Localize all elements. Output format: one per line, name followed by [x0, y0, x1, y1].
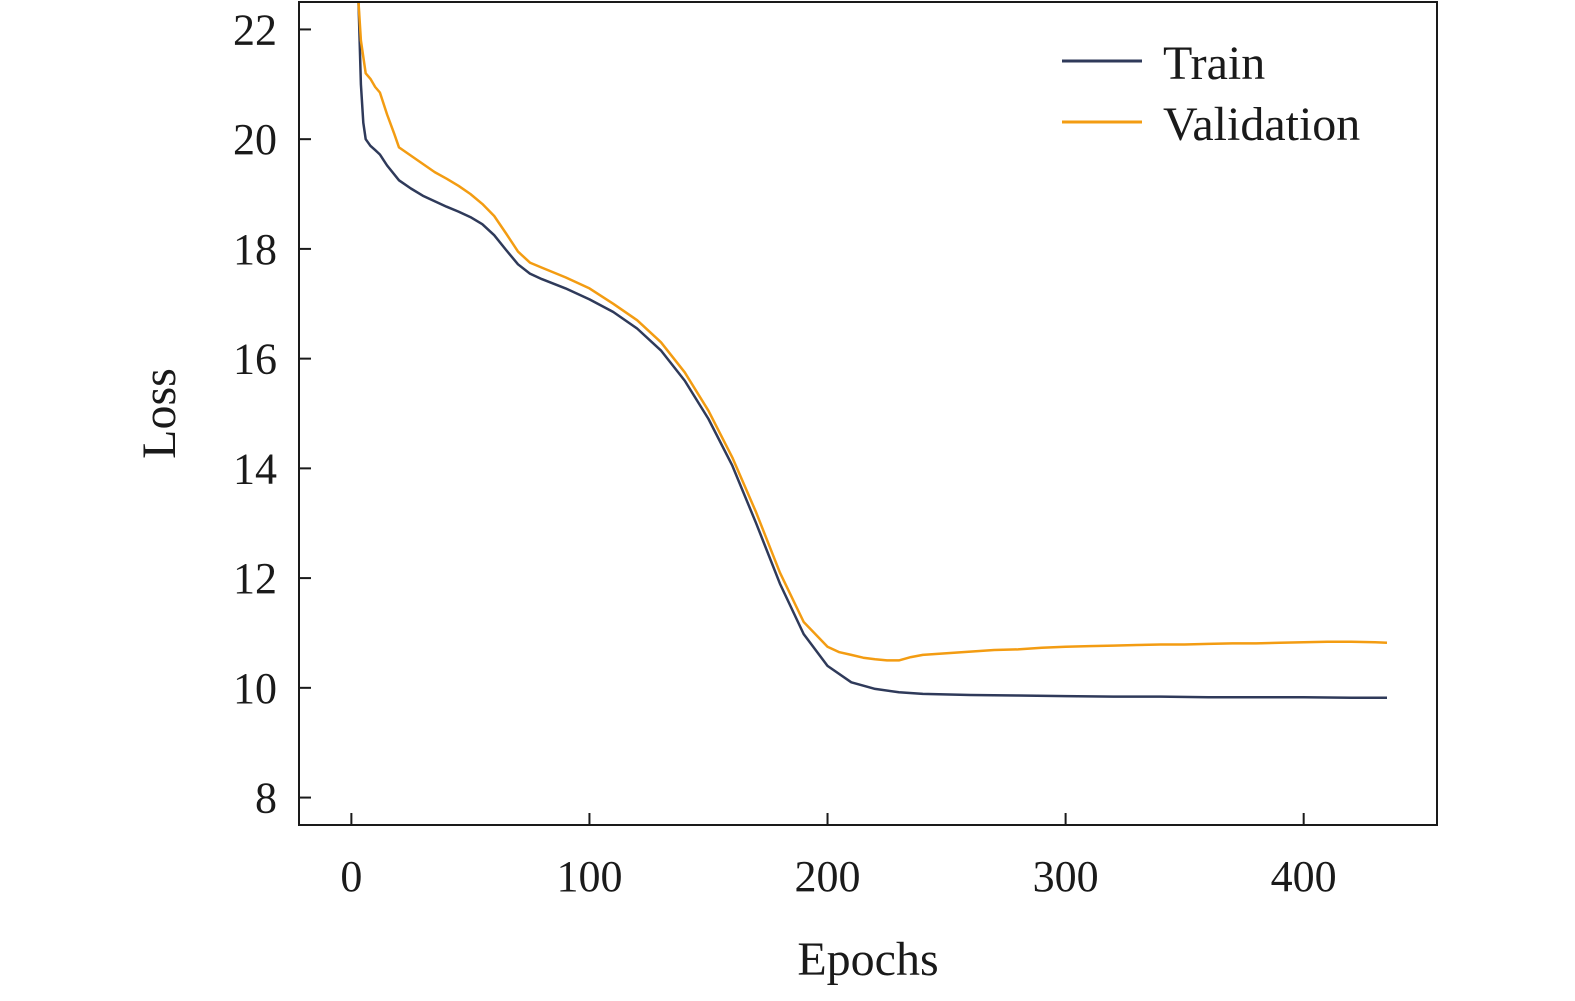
y-axis-ticks: 8 10 12 14 16 18 20 22 — [233, 5, 311, 823]
x-tick-label: 300 — [1033, 852, 1099, 901]
legend-label-validation: Validation — [1163, 98, 1360, 151]
legend-label-train: Train — [1163, 37, 1265, 90]
series-layer — [357, 1, 1388, 699]
y-tick-label: 12 — [233, 554, 277, 603]
x-tick-label: 0 — [340, 852, 362, 901]
x-tick-label: 100 — [556, 852, 622, 901]
x-tick-label: 200 — [795, 852, 861, 901]
y-tick-label: 10 — [233, 664, 277, 713]
x-tick-label: 400 — [1271, 852, 1337, 901]
plot-frame — [298, 1, 1438, 826]
y-axis-title: Loss — [133, 368, 186, 459]
y-tick-label: 16 — [233, 335, 277, 384]
y-tick-label: 14 — [233, 444, 277, 493]
y-tick-label: 18 — [233, 225, 277, 274]
legend: Train Validation — [1062, 37, 1360, 151]
y-tick-label: 20 — [233, 115, 277, 164]
x-axis-ticks: 0 100 200 300 400 — [340, 813, 1337, 901]
y-tick-label: 22 — [233, 5, 277, 54]
x-axis-title: Epochs — [797, 933, 938, 986]
series-line-validation — [357, 1, 1388, 662]
y-tick-label: 8 — [255, 774, 277, 823]
series-line-train — [357, 1, 1387, 699]
